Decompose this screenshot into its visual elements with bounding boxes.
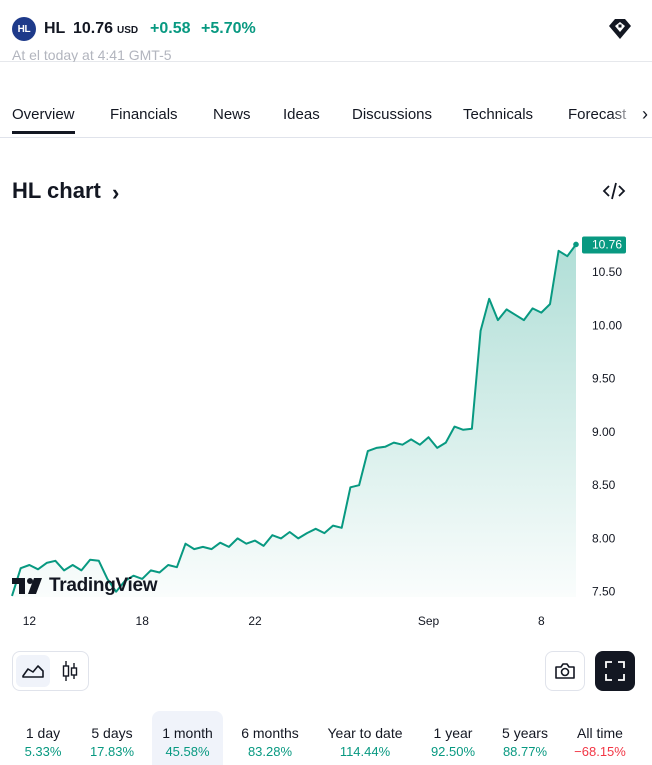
fullscreen-icon (605, 661, 625, 681)
last-price-dot (573, 241, 579, 248)
period-label: All time (577, 725, 623, 741)
price-chart[interactable]: 10.50 10.00 9.50 9.00 8.50 8.00 7.50 10.76 12 18 2… (0, 225, 652, 635)
y-tick-label: 9.50 (592, 372, 616, 386)
tradingview-wordmark: TradingView (49, 575, 158, 596)
period-return: 114.44% (339, 744, 391, 759)
period-return: 5.33% (24, 744, 62, 759)
code-embed-icon[interactable] (602, 181, 626, 201)
period-5-years[interactable]: 5 years 88.77% (494, 711, 556, 765)
ticker-symbol[interactable]: HL (44, 20, 66, 37)
company-logo: HL (12, 17, 36, 41)
x-tick-label: 22 (248, 614, 262, 628)
tab-financials[interactable]: Financials (110, 106, 178, 123)
period-return: 88.77% (502, 744, 548, 759)
period-return: 17.83% (89, 744, 135, 759)
chart-type-switcher (12, 651, 89, 691)
chevron-right-icon[interactable]: › (112, 180, 120, 205)
partial-status-line: At el today at 4:41 GMT-5 (12, 48, 172, 62)
tab-ideas[interactable]: Ideas (283, 106, 320, 123)
camera-icon (555, 663, 575, 679)
period-year-to-date[interactable]: Year to date 114.44% (322, 711, 408, 765)
period-selector: 1 day 5.33% 5 days 17.83% 1 month 45.58%… (0, 711, 652, 765)
period-6-months[interactable]: 6 months 83.28% (234, 711, 306, 765)
period-1-month[interactable]: 1 month 45.58% (152, 711, 223, 765)
screenshot-button[interactable] (545, 651, 585, 691)
period-1-day[interactable]: 1 day 5.33% (12, 711, 74, 765)
price-series-line (11, 243, 577, 597)
price-change-percent: +5.70% (201, 20, 256, 37)
tab-forecast[interactable]: Forecast (568, 106, 627, 123)
section-tabs: Overview Financials News Ideas Discussio… (0, 92, 652, 138)
y-tick-label: 8.50 (592, 478, 616, 492)
period-return: 45.58% (165, 744, 210, 759)
tab-technicals[interactable]: Technicals (463, 106, 534, 123)
tab-discussions[interactable]: Discussions (352, 106, 433, 123)
price-area-fill (12, 244, 576, 597)
period-1-year[interactable]: 1 year 92.50% (422, 711, 484, 765)
last-price: 10.76 (73, 20, 114, 37)
period-label: 1 day (25, 725, 61, 741)
period-return: 92.50% (430, 744, 476, 759)
period-label: 5 days (91, 725, 133, 741)
tab-news[interactable]: News (213, 106, 251, 123)
chart-title[interactable]: HL chart (12, 178, 101, 203)
area-chart-button[interactable] (16, 655, 50, 687)
period-label: 6 months (241, 725, 299, 741)
last-price-tag-text: 10.76 (592, 238, 622, 252)
x-tick-label: Sep (418, 614, 440, 628)
period-label: 5 years (502, 725, 548, 741)
period-label: 1 month (162, 725, 213, 741)
x-tick-label: 12 (23, 614, 37, 628)
y-tick-label: 8.00 (592, 531, 616, 545)
candlestick-chart-button[interactable] (53, 655, 87, 687)
currency-label: USD (117, 25, 139, 36)
diamond-badge-icon[interactable] (606, 15, 634, 43)
period-return: 83.28% (247, 744, 293, 759)
y-tick-label: 7.50 (592, 585, 616, 599)
tradingview-logo-icon (12, 578, 42, 594)
period-all-time[interactable]: All time −68.15% (568, 711, 632, 765)
period-return: −68.15% (574, 744, 626, 759)
x-tick-label: 8 (538, 614, 545, 628)
price-change: +0.58 (150, 20, 191, 37)
tabs-fade (612, 92, 652, 137)
tradingview-watermark: TradingView (12, 574, 158, 598)
area-chart-icon (22, 665, 44, 678)
fullscreen-button[interactable] (595, 651, 635, 691)
period-5-days[interactable]: 5 days 17.83% (80, 711, 144, 765)
period-label: Year to date (327, 725, 403, 741)
y-tick-label: 9.00 (592, 425, 616, 439)
candlestick-icon (62, 661, 78, 681)
chevron-right-icon[interactable]: › (642, 104, 648, 124)
x-tick-label: 18 (136, 614, 150, 628)
y-tick-label: 10.50 (592, 265, 622, 279)
last-price-tag (582, 236, 626, 254)
period-label: 1 year (433, 725, 473, 741)
tab-overview[interactable]: Overview (12, 106, 75, 134)
symbol-header: HL HL 10.76 USD +0.58 +5.70% At el today… (0, 0, 652, 62)
y-tick-label: 10.00 (592, 318, 622, 332)
